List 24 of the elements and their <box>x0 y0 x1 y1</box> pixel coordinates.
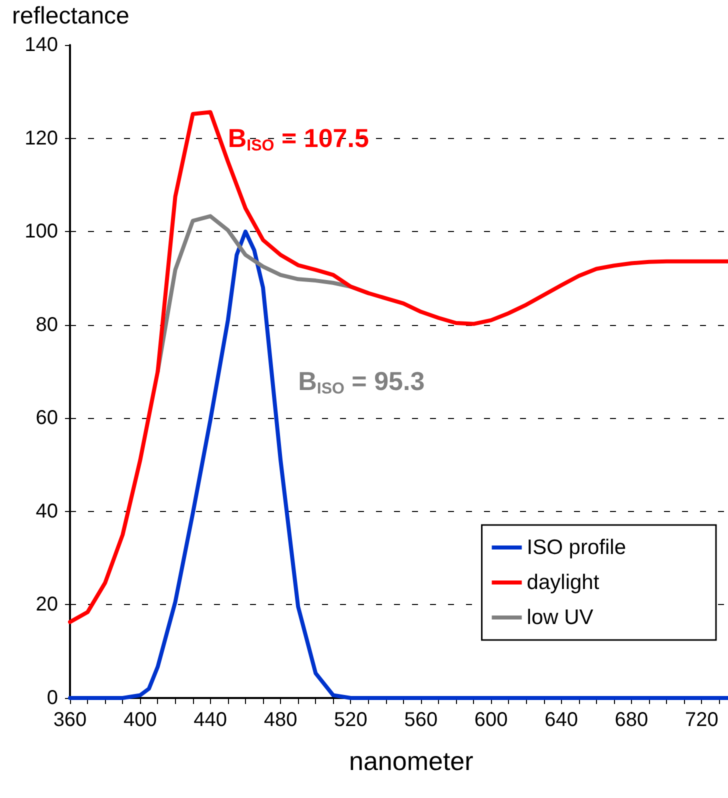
x-tick-label: 480 <box>264 709 298 731</box>
line-series <box>68 110 728 624</box>
y-tick-label: 20 <box>36 594 58 616</box>
x-tick-label: 720 <box>684 709 718 731</box>
x-tick-label: 640 <box>544 709 578 731</box>
x-axis-title: nanometer <box>349 746 474 776</box>
x-tick-label: 600 <box>474 709 508 731</box>
x-tick-label: 360 <box>53 709 87 731</box>
y-tick-label: 80 <box>36 314 58 336</box>
y-tick-label: 40 <box>36 500 58 522</box>
y-tick-label: 100 <box>24 220 58 243</box>
x-tick-label: 520 <box>334 709 368 731</box>
y-tick-label: 120 <box>24 127 58 150</box>
y-tick-label: 0 <box>46 687 58 709</box>
legend-label: low UV <box>526 606 594 629</box>
x-tick-label: 680 <box>614 709 648 731</box>
x-tick-label: 400 <box>124 709 157 731</box>
y-tick-label: 140 <box>24 34 58 56</box>
x-tick-label: 560 <box>404 709 438 731</box>
legend-label: daylight <box>526 571 600 594</box>
x-tick-label: 440 <box>194 709 228 731</box>
y-axis-title: reflectance <box>12 2 130 30</box>
legend-label: ISO profile <box>526 536 626 559</box>
y-tick-label: 60 <box>36 407 58 430</box>
